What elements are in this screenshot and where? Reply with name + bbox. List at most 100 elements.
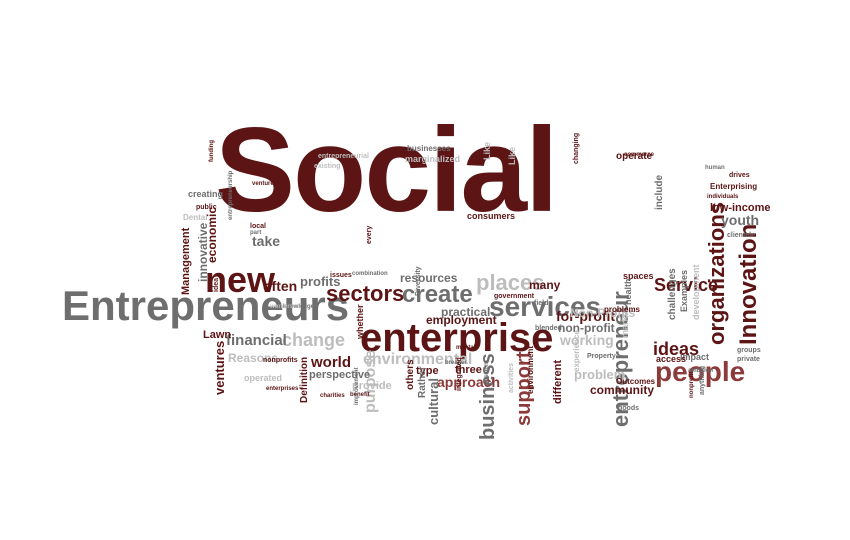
word-consumers: consumers <box>467 211 516 221</box>
word-dental: Dental <box>183 213 208 222</box>
word-problems: problems <box>604 305 641 314</box>
word-enterprising: Enterprising <box>710 182 758 191</box>
word-anything: anything <box>699 365 706 395</box>
word-like: Like <box>482 141 492 160</box>
word-world: world <box>311 354 351 371</box>
word-part: part <box>250 230 262 236</box>
word-like: Like <box>507 146 517 165</box>
word-different: different <box>552 360 564 404</box>
word-human: human <box>705 165 725 171</box>
word-ideas: ideas <box>653 339 700 359</box>
word-workers: workers <box>270 304 294 310</box>
word-three: three <box>455 364 482 376</box>
word-definition: Definition <box>299 356 310 403</box>
word-financial: financial <box>226 332 287 349</box>
word-local: local <box>250 223 266 230</box>
word-non-profit: non-profit <box>558 321 615 335</box>
word-lawn: Lawn <box>203 329 232 341</box>
word-government: government <box>494 293 535 300</box>
word-others: others <box>405 359 416 390</box>
word-goods: goods <box>618 405 639 412</box>
word-often: often <box>263 278 298 294</box>
word-reasons: Reasons <box>228 351 279 365</box>
word-rather: Rather <box>417 366 428 398</box>
word-people: people <box>655 356 746 387</box>
word-operated: operated <box>244 373 283 383</box>
word-environmental: environmental <box>363 351 473 368</box>
word-examples: Examples <box>679 269 689 312</box>
word-impact: impact <box>680 352 710 362</box>
word-blended: blended <box>535 325 562 332</box>
word-drives: drives <box>729 172 750 179</box>
word-enterprises: enterprises <box>266 386 299 392</box>
word-entrepreneurs: Entrepreneurs <box>62 282 350 329</box>
word-problem: problem <box>574 367 626 382</box>
word-practical: practical <box>441 305 491 319</box>
word-approach: approach <box>437 374 501 390</box>
word-every: every <box>366 225 373 244</box>
word-outcomes: Outcomes <box>616 377 656 386</box>
word-working: working <box>560 332 614 348</box>
word-commerce: commerce <box>624 152 655 158</box>
word-changing: changing <box>573 132 580 164</box>
word-venture: venture <box>252 181 274 187</box>
word-health: health <box>623 278 633 305</box>
word-businesses: businesses <box>407 144 451 153</box>
word-management: Management <box>180 227 192 295</box>
word-benefit: benefit <box>350 392 370 398</box>
word-for-profit: for-profit <box>556 308 616 324</box>
word-issues: issues <box>330 272 352 279</box>
word-access: access <box>656 354 687 364</box>
word-clientele: clientele <box>727 232 756 239</box>
word-youth: youth <box>721 212 760 228</box>
word-challenges: challenges <box>667 268 678 320</box>
word-fields: fields <box>534 300 553 307</box>
word-perspective: perspective <box>309 369 371 381</box>
word-whether: whether <box>355 304 365 339</box>
word-nonprofit: nonprofit <box>689 371 695 398</box>
word-development: development <box>691 264 701 320</box>
word-activities: activities <box>508 363 515 393</box>
word-new: new <box>205 259 276 300</box>
word-social: Social <box>215 103 558 237</box>
word-many: many <box>529 278 561 292</box>
word-groups: groups <box>737 347 761 354</box>
word-private: private <box>737 356 760 363</box>
word-entrepreneurial: entrepreneurial <box>318 153 369 160</box>
word-idea: idea <box>213 277 220 292</box>
word-change: change <box>282 330 346 350</box>
word-existing: existing <box>314 163 341 170</box>
word-public: public <box>196 204 217 211</box>
word-service: Service <box>654 275 719 295</box>
word-property: Property <box>587 353 616 360</box>
word-places: places <box>476 270 545 295</box>
word-sectors: sectors <box>326 281 405 306</box>
word-low-income: low-income <box>710 202 771 214</box>
word-combination: combination <box>352 271 388 277</box>
word-breaker: breaker <box>445 360 467 366</box>
word-charities: charities <box>320 393 345 399</box>
word-include: include <box>654 174 665 210</box>
word-cultural: cultural <box>426 378 441 425</box>
word-provide: provide <box>352 380 392 392</box>
word-improvement: improvement <box>354 367 360 405</box>
word-employment: employment <box>426 313 497 327</box>
word-innovative: innovative <box>196 222 210 282</box>
word-nonprofits: nonprofits <box>263 357 298 364</box>
word-mental: mental <box>456 345 476 351</box>
word-non-profits: Non-Profits <box>570 306 636 320</box>
word-spaces: spaces <box>623 271 654 281</box>
word-type: type <box>416 365 439 377</box>
word-create: create <box>402 281 473 308</box>
word-mission: mission <box>484 362 490 385</box>
word-ambition: ambition <box>688 368 713 374</box>
word-operate: operate <box>616 151 653 162</box>
word-environment: environment <box>526 345 535 394</box>
word-knowledge: knowledge <box>283 304 315 310</box>
word-creating: creating <box>188 189 224 199</box>
word-individuals: individuals <box>707 194 739 200</box>
word-ventures: ventures <box>212 340 227 395</box>
word-marginalized: marginalized <box>405 154 461 164</box>
word-services: services <box>489 291 602 322</box>
